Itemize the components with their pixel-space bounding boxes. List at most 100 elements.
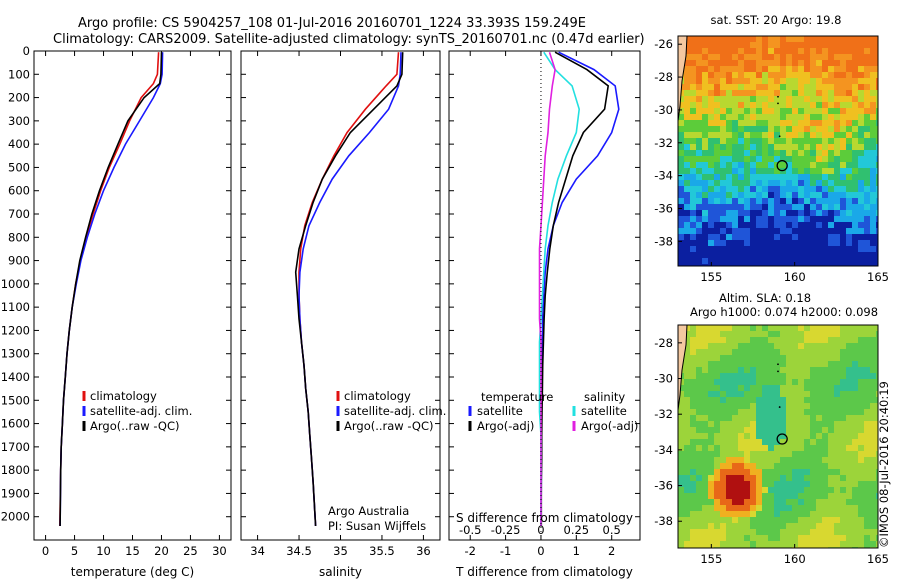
map-cell xyxy=(816,180,822,186)
map-cell xyxy=(768,102,774,108)
map-cell xyxy=(876,517,878,523)
map-cell xyxy=(786,541,792,547)
map-cell xyxy=(864,84,870,90)
map-cell xyxy=(690,523,696,529)
map-cell xyxy=(768,150,774,156)
map-frame xyxy=(677,324,879,549)
map-cell xyxy=(876,487,878,493)
map-cell xyxy=(774,433,780,439)
map-cell xyxy=(684,114,690,120)
map-cell xyxy=(774,331,780,337)
map-cell xyxy=(696,523,702,529)
y-tick-label: 700 xyxy=(8,207,30,221)
map-cell xyxy=(714,397,720,403)
map-cell xyxy=(876,258,878,264)
map-cell xyxy=(798,144,804,150)
map-cell xyxy=(726,361,732,367)
map-cell xyxy=(762,427,768,433)
map-cell xyxy=(768,228,774,234)
map-cell xyxy=(762,457,768,463)
map-cell xyxy=(750,487,756,493)
map-cell xyxy=(792,240,798,246)
map-cell xyxy=(792,451,798,457)
map-cell xyxy=(798,162,804,168)
map-cell xyxy=(768,216,774,222)
map-cell xyxy=(858,84,864,90)
map-cell xyxy=(750,180,756,186)
map-cell xyxy=(798,84,804,90)
map-cell xyxy=(678,102,684,108)
map-cell xyxy=(786,439,792,445)
map-cell xyxy=(816,343,822,349)
map-cell xyxy=(870,96,876,102)
map-cell xyxy=(786,433,792,439)
trajectory-dot xyxy=(777,102,779,105)
map-cell xyxy=(834,132,840,138)
map-cell xyxy=(762,343,768,349)
map-cell xyxy=(798,403,804,409)
map-cell xyxy=(744,42,750,48)
map-cell xyxy=(810,264,816,266)
map-cell xyxy=(846,132,852,138)
map-cell xyxy=(696,234,702,240)
map-cell xyxy=(732,385,738,391)
map-cell xyxy=(822,192,828,198)
map-cell xyxy=(702,517,708,523)
map-cell xyxy=(762,204,768,210)
map-cell xyxy=(780,138,786,144)
map-cell xyxy=(726,499,732,505)
map-cell xyxy=(876,210,878,216)
map-cell xyxy=(864,126,870,132)
sst-map-title: sat. SST: 20 Argo: 19.8 xyxy=(711,13,842,27)
map-cell xyxy=(744,457,750,463)
map-cell xyxy=(720,433,726,439)
map-cell xyxy=(708,451,714,457)
map-cell xyxy=(852,120,858,126)
map-cell xyxy=(780,457,786,463)
map-cell xyxy=(684,403,690,409)
map-cell xyxy=(708,192,714,198)
map-cell xyxy=(732,156,738,162)
map-cell xyxy=(702,204,708,210)
map-cell xyxy=(684,343,690,349)
map-cell xyxy=(870,78,876,84)
map-cell xyxy=(804,463,810,469)
map-cell xyxy=(840,144,846,150)
map-cell xyxy=(678,475,684,481)
map-cell xyxy=(780,72,786,78)
map-cell xyxy=(798,132,804,138)
map-cell xyxy=(834,349,840,355)
map-cell xyxy=(804,60,810,66)
map-cell xyxy=(768,541,774,547)
map-cell xyxy=(738,421,744,427)
map-y-tick-label: -32 xyxy=(654,407,673,421)
map-cell xyxy=(714,132,720,138)
map-cell xyxy=(696,48,702,54)
map-cell xyxy=(846,210,852,216)
map-cell xyxy=(840,48,846,54)
map-cell xyxy=(738,529,744,535)
map-cell xyxy=(822,505,828,511)
map-cell xyxy=(834,234,840,240)
map-cell xyxy=(708,409,714,415)
map-cell xyxy=(780,523,786,529)
map-cell xyxy=(864,421,870,427)
map-cell xyxy=(870,156,876,162)
map-cell xyxy=(738,535,744,541)
map-cell xyxy=(804,66,810,72)
map-cell xyxy=(876,427,878,433)
map-cell xyxy=(768,60,774,66)
map-cell xyxy=(804,78,810,84)
map-cell xyxy=(822,415,828,421)
map-cell xyxy=(852,42,858,48)
map-cell xyxy=(678,126,684,132)
map-cell xyxy=(690,174,696,180)
map-cell xyxy=(828,457,834,463)
map-cell xyxy=(714,78,720,84)
map-cell xyxy=(846,204,852,210)
map-cell xyxy=(804,72,810,78)
legend-label: Argo(..raw -QC) xyxy=(90,419,180,433)
map-cell xyxy=(786,343,792,349)
map-cell xyxy=(678,451,684,457)
map-cell xyxy=(750,349,756,355)
